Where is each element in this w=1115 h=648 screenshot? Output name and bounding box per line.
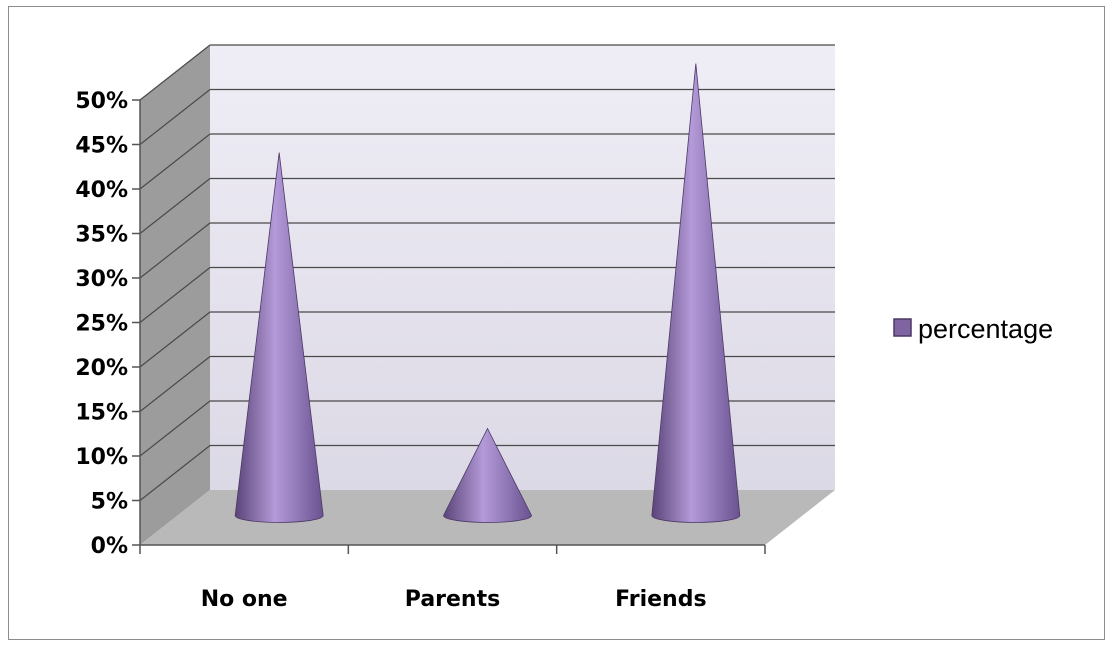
gridline-side — [139, 356, 211, 412]
x-axis-ticks — [139, 545, 766, 554]
cone-parents — [443, 427, 532, 523]
y-tick-label: 25% — [75, 312, 128, 337]
cones — [234, 63, 741, 523]
x-category-label: No one — [201, 587, 288, 612]
legend: percentage — [893, 314, 1053, 344]
x-category-label: Friends — [615, 587, 706, 612]
y-tick-label: 0% — [91, 534, 128, 559]
gridline-side — [139, 89, 211, 145]
cone-body — [234, 152, 324, 523]
gridline-side — [139, 178, 211, 234]
gridline-side — [139, 400, 211, 457]
gridline-side — [139, 44, 211, 101]
y-tick-label: 10% — [75, 445, 128, 470]
cone-body — [443, 427, 532, 523]
legend-swatch — [893, 318, 912, 337]
cone-friends — [651, 63, 741, 523]
x-category-label: Parents — [405, 587, 500, 612]
cone-no-one — [234, 152, 324, 523]
category-labels: No one Parents Friends — [201, 587, 707, 612]
y-tick-label: 30% — [75, 267, 128, 292]
y-tick-label: 5% — [91, 490, 128, 515]
gridline-side — [139, 267, 211, 323]
y-tick-label: 35% — [75, 223, 128, 248]
y-tick-label: 50% — [75, 89, 128, 114]
gridline-side — [139, 133, 211, 190]
legend-label: percentage — [918, 314, 1053, 344]
y-tick-label: 40% — [75, 178, 128, 203]
y-tick-label: 15% — [75, 401, 128, 426]
gridline-side — [139, 311, 211, 368]
gridline-side — [139, 222, 211, 279]
y-tick-label: 20% — [75, 356, 128, 381]
gridline-side — [139, 445, 211, 501]
y-tick-label: 45% — [75, 134, 128, 159]
cone-body — [651, 63, 741, 523]
y-axis-ticks: 0% 5% 10% 15% 20% 25% 30% 35% 40% 45% 50% — [75, 89, 140, 559]
